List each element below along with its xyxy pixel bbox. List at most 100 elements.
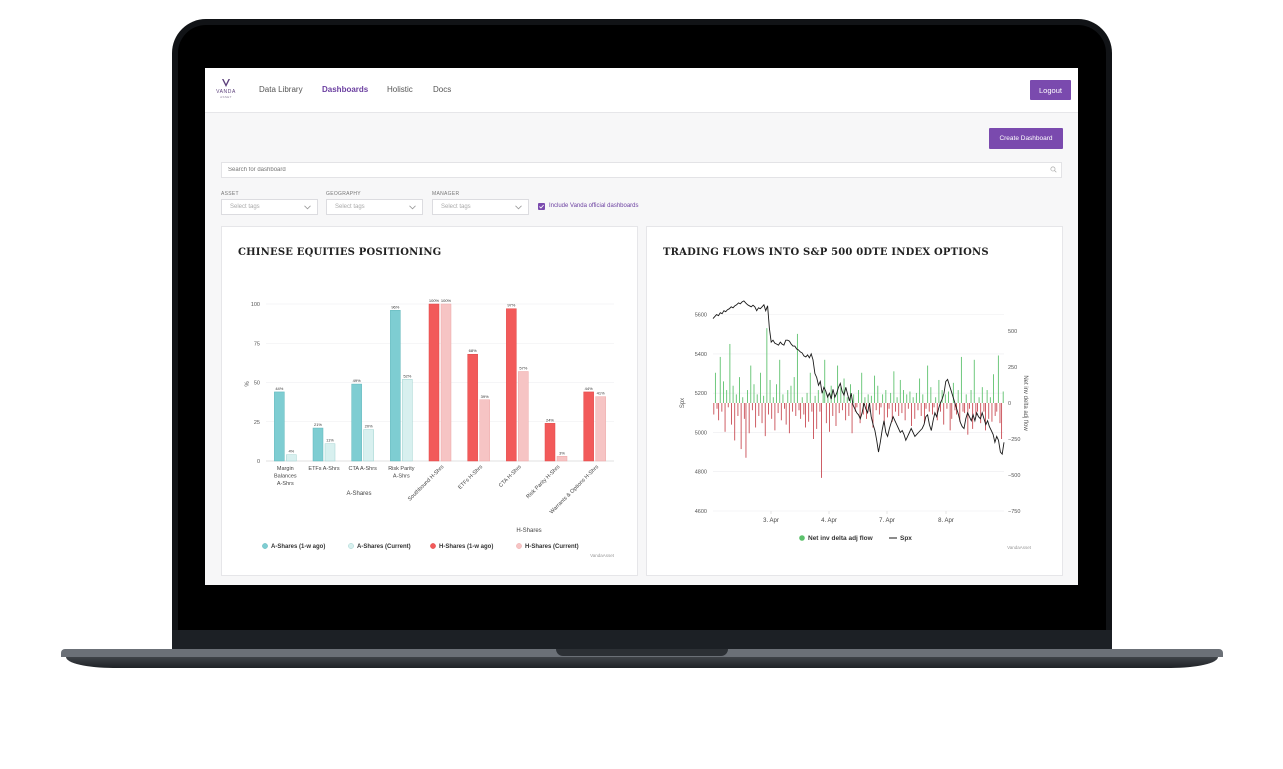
legend-marker [516, 543, 522, 549]
include-official-checkbox[interactable] [538, 203, 545, 210]
filter-label-geography: GEOGRAPHY [326, 191, 361, 197]
y-tick-label: 100 [251, 302, 260, 308]
nav-data-library[interactable]: Data Library [259, 85, 303, 94]
bar-data-label: 68% [469, 348, 477, 353]
legend-label: A-Shares (Current) [357, 544, 411, 550]
y2-axis-label: Net inv delta adj flow [1022, 375, 1028, 431]
logout-button[interactable]: Logout [1030, 80, 1071, 100]
bar-data-label: 24% [546, 417, 554, 422]
legend-label: A-Shares (1-w ago) [271, 544, 325, 550]
bar-data-label: 100% [441, 298, 452, 303]
chinese-equities-card: CHINESE EQUITIES POSITIONING VandaAsset … [221, 226, 638, 576]
x-tick-label: 8. Apr [938, 518, 954, 524]
legend-marker [262, 543, 268, 549]
bar-data-label: 96% [391, 304, 399, 309]
legend-label: H-Shares (Current) [525, 544, 579, 550]
bar [595, 396, 606, 462]
geography-select[interactable]: Select tags [326, 199, 423, 215]
trading-flows-chart: VandaAsset 460048005000520054005600−750−… [680, 300, 1032, 550]
x-tick-label: 7. Apr [879, 518, 895, 524]
bar-data-label: 39% [481, 394, 489, 399]
asset-select[interactable]: Select tags [221, 199, 318, 215]
legend-marker [348, 543, 354, 549]
bar-data-label: 49% [353, 378, 361, 383]
laptop-notch [556, 649, 728, 656]
bar-data-label: 44% [275, 386, 283, 391]
y-tick-label: 5600 [695, 313, 707, 319]
trading-flows-card: TRADING FLOWS INTO S&P 500 0DTE INDEX OP… [646, 226, 1063, 576]
card-title: TRADING FLOWS INTO S&P 500 0DTE INDEX OP… [663, 247, 989, 258]
logo-text: VANDA [216, 89, 236, 95]
x-tick-label: Margin Balances A-Shrs [274, 466, 297, 487]
bar-data-label: 4% [288, 449, 294, 454]
y2-tick-label: 500 [1008, 329, 1017, 335]
y-tick-label: 4600 [695, 509, 707, 515]
nav-holistic[interactable]: Holistic [387, 85, 413, 94]
bar-data-label: 100% [429, 298, 440, 303]
y-tick-label: 5000 [695, 430, 707, 436]
bar [363, 429, 374, 462]
bar [286, 454, 297, 462]
search-input[interactable] [228, 163, 1028, 177]
bar [428, 303, 440, 462]
bar [556, 456, 568, 462]
x-tick-label: 4. Apr [821, 518, 837, 524]
chevron-down-icon [304, 205, 311, 210]
bar [479, 399, 490, 462]
bar-data-label: 97% [507, 303, 515, 308]
bar-data-label: 57% [519, 366, 527, 371]
legend-label: H-Shares (1-w ago) [439, 544, 493, 550]
create-dashboard-button[interactable]: Create Dashboard [989, 128, 1063, 149]
manager-select-placeholder: Select tags [441, 204, 471, 210]
bar [312, 427, 324, 462]
chart-credit: VandaAsset [590, 553, 615, 558]
y2-tick-label: 250 [1008, 365, 1017, 371]
bar [467, 353, 478, 462]
nav-docs[interactable]: Docs [433, 85, 452, 94]
vanda-logo[interactable]: VANDA ASSET [213, 78, 239, 104]
x-tick-label: CTA H-Shrs [498, 464, 523, 489]
nav-dashboards[interactable]: Dashboards [322, 85, 369, 94]
y2-tick-label: −250 [1008, 437, 1020, 443]
manager-select[interactable]: Select tags [432, 199, 529, 215]
legend-label: Spx [900, 535, 912, 542]
bar [402, 379, 413, 462]
top-navbar: VANDA ASSET Data Library Dashboards Holi… [205, 68, 1078, 113]
chart-credit: VandaAsset [1007, 545, 1032, 550]
spx-line [712, 300, 1005, 456]
bar-data-label: 44% [585, 386, 593, 391]
chevron-down-icon [409, 205, 416, 210]
bar [583, 391, 594, 462]
chinese-equities-chart: VandaAsset 0 25 50 75 100% 44% 4% Margin Balance… [245, 298, 615, 558]
bar [544, 423, 556, 462]
group-label: A-Shares [346, 491, 371, 497]
legend-marker [799, 535, 805, 541]
bar [324, 443, 336, 462]
check-icon [539, 204, 544, 209]
x-tick-label: ETFs A-Shrs [308, 466, 339, 472]
y-tick-label: 0 [257, 459, 260, 465]
geography-select-placeholder: Select tags [335, 204, 365, 210]
y-tick-label: 5200 [695, 391, 707, 397]
bar [351, 383, 362, 462]
legend-marker [430, 543, 436, 549]
y-tick-label: 5400 [695, 352, 707, 358]
laptop-base-lower [66, 657, 1218, 668]
group-label: H-Shares [516, 528, 541, 534]
x-tick-label: Risk Parity A-Shrs [388, 466, 415, 480]
x-tick-label: Risk Parity H-Shrs [525, 464, 561, 500]
y-tick-label: 75 [254, 341, 260, 347]
x-tick-label: CTA A-Shrs [349, 466, 378, 472]
laptop-hinge [172, 630, 1112, 652]
bar-data-label: 21% [314, 422, 322, 427]
y-tick-label: 25 [254, 420, 260, 426]
include-official-label[interactable]: Include Vanda official dashboards [549, 203, 639, 209]
asset-select-placeholder: Select tags [230, 204, 260, 210]
x-tick-label: 3. Apr [763, 518, 779, 524]
y-tick-label: 50 [254, 381, 260, 387]
bar [390, 310, 401, 462]
chevron-down-icon [515, 205, 522, 210]
search-icon[interactable] [1050, 166, 1057, 173]
bar [506, 308, 517, 462]
bar-data-label: 20% [365, 424, 373, 429]
